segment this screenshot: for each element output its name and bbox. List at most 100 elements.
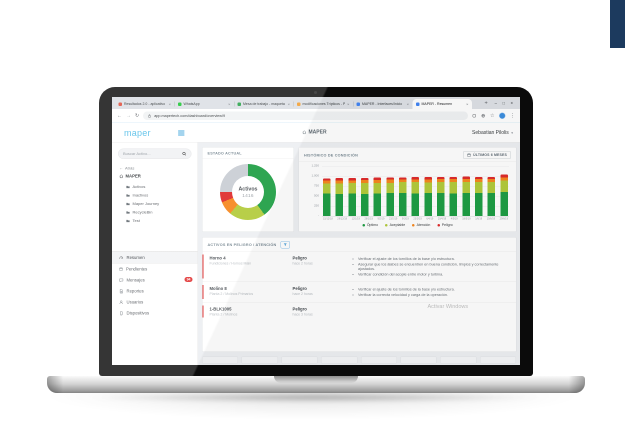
extension-icon[interactable]: [472, 114, 477, 119]
stacked-bar: [373, 177, 382, 216]
app-logo[interactable]: maper: [124, 128, 151, 138]
bar-segment: [500, 192, 508, 216]
bookmark-star-icon[interactable]: ☆: [490, 112, 495, 119]
sidebar-folder[interactable]: Activos: [119, 183, 198, 192]
laptop-base: [47, 376, 585, 393]
recommended-action: Verificar la correcta velocidad y carga …: [358, 293, 506, 298]
y-axis-tick: 1,000: [311, 174, 319, 178]
filter-button[interactable]: [280, 241, 290, 249]
sidebar-folder[interactable]: RecycleBin: [119, 208, 198, 217]
stacked-bar: [399, 177, 407, 216]
search-input[interactable]: Buscar Activo...: [118, 148, 192, 159]
recommended-action: Verificar el ajuste de los tornillos de …: [358, 257, 506, 262]
legend-dot: [412, 224, 415, 227]
maximize-button[interactable]: □: [502, 100, 506, 106]
x-axis-label: 12/1/19: [351, 217, 360, 221]
stacked-bar: [475, 176, 483, 216]
sidebar-item-mensajes[interactable]: Mensajes 94: [112, 275, 198, 286]
minimize-button[interactable]: –: [494, 100, 497, 106]
calendar-icon: [467, 153, 471, 157]
bar-segment: [386, 193, 394, 216]
alert-row[interactable]: 1-BLK1005 Planta 2 / Molinos Peligro hace 3…: [202, 302, 516, 321]
bar-segment: [348, 183, 356, 194]
sidebar-item-resumen[interactable]: Resumen: [112, 251, 198, 264]
ghost-window: [360, 356, 397, 364]
tab-close-icon[interactable]: ×: [168, 101, 171, 107]
sidebar-item-usuarios[interactable]: Usuarios: [112, 297, 198, 308]
x-axis-label: 23/2/19: [388, 217, 398, 221]
tab-close-icon[interactable]: ×: [466, 101, 469, 107]
sidebar-folder[interactable]: Inactivos: [119, 191, 198, 200]
close-button[interactable]: ×: [510, 100, 513, 106]
tab-title: MAPER - Resumen: [421, 102, 453, 106]
sidebar-item-dispositivos[interactable]: Dispositivos: [112, 308, 198, 319]
legend-item: Peligro: [437, 224, 453, 227]
bar-segment: [399, 182, 407, 193]
browser-tab[interactable]: WhatsApp ×: [174, 99, 235, 109]
sidebar-folder[interactable]: Maper Journey: [119, 200, 198, 209]
folder-icon: [126, 185, 130, 189]
chart-legend: Óptimo Aceptable Atención Peligro: [299, 223, 516, 228]
tree-root-item[interactable]: MAPER: [119, 172, 198, 181]
sidebar-item-label: Pendientes: [126, 266, 148, 272]
bar-segment: [386, 177, 394, 180]
legend-item: Aceptable: [385, 224, 405, 227]
hamburger-icon[interactable]: [178, 130, 185, 136]
tree-back-item[interactable]: ← Atrás: [119, 166, 135, 171]
asset-name: 1-BLK1005: [209, 306, 232, 312]
sidebar-item-reportes[interactable]: Reportes: [112, 286, 198, 297]
tab-close-icon[interactable]: ×: [287, 101, 290, 107]
translate-icon[interactable]: [481, 114, 486, 119]
browser-tab[interactable]: Resultados 2.0 - aplicativo ×: [115, 99, 175, 109]
webcam-dot: [314, 91, 317, 94]
sidebar-item-label: Dispositivos: [126, 310, 150, 316]
browser-tab[interactable]: MAPER - Interfaces/Inicio ×: [353, 99, 413, 109]
user-icon: [119, 300, 124, 305]
tab-close-icon[interactable]: ×: [228, 101, 231, 107]
bar-segment: [424, 177, 432, 180]
bar-segment: [361, 179, 369, 184]
condition-bar-chart: 1,250 1,000 750 500 250 -: [304, 165, 511, 218]
bar-segment: [373, 182, 382, 194]
alerts-card: ACTIVOS EN PELIGRO / ATENCIÓN Horno 4 Fun…: [202, 237, 517, 352]
kebab-menu-icon[interactable]: ⋮: [510, 112, 515, 119]
x-axis-label: 29/12/18: [337, 217, 348, 221]
forward-icon[interactable]: →: [126, 112, 131, 119]
folder-label: Maper Journey: [132, 201, 160, 207]
bar-segment: [437, 193, 445, 216]
address-bar[interactable]: app.mapertech.com/dashboard/overview/9: [143, 111, 469, 120]
status-card-title: ESTADO ACTUAL: [207, 151, 242, 156]
new-tab-button[interactable]: +: [484, 100, 488, 106]
browser-tab[interactable]: MAPER - Resumen ×: [412, 99, 472, 109]
tab-close-icon[interactable]: ×: [406, 101, 409, 107]
sidebar-item-pendientes[interactable]: Pendientes: [112, 264, 198, 275]
sidebar-folder[interactable]: Test: [119, 217, 198, 226]
windows-activation-watermark: Activar Windows: [427, 303, 469, 310]
browser-tab[interactable]: modificaciones Trípticos - P ×: [293, 99, 354, 109]
browser-tab[interactable]: Mesa de trabajo - maqueta ×: [234, 99, 294, 109]
bar-segment: [373, 177, 382, 181]
alert-row[interactable]: Horno 4 Fundiciones / Hornos Main Peligro h…: [202, 251, 516, 282]
bar-segment: [373, 193, 382, 216]
window-controls: – □ ×: [491, 101, 517, 106]
bar-segment: [462, 192, 470, 216]
bar-segment: [475, 179, 483, 182]
profile-avatar[interactable]: [499, 112, 506, 119]
bar-segment: [323, 180, 331, 184]
bar-segment: [335, 183, 344, 195]
bar-segment: [475, 176, 483, 180]
back-icon[interactable]: ←: [117, 112, 122, 119]
bar-segment: [323, 178, 331, 181]
date-range-button[interactable]: ÚLTIMOS 6 MESES: [463, 151, 511, 159]
sidebar-item-label: Mensajes: [126, 277, 145, 283]
alert-row[interactable]: Molino 8 Planta 2 / Molinos Primarios Peli…: [202, 281, 516, 303]
user-menu[interactable]: Sebastian Pilolis ▾: [472, 130, 513, 136]
legend-label: Óptimo: [366, 223, 379, 228]
tab-close-icon[interactable]: ×: [347, 101, 350, 107]
stacked-bar: [487, 176, 496, 216]
ghost-window: [479, 356, 516, 364]
refresh-icon[interactable]: ↻: [135, 112, 140, 119]
legend-dot: [437, 224, 440, 227]
history-card-title: HISTÓRICO DE CONDICIÓN: [304, 152, 358, 158]
